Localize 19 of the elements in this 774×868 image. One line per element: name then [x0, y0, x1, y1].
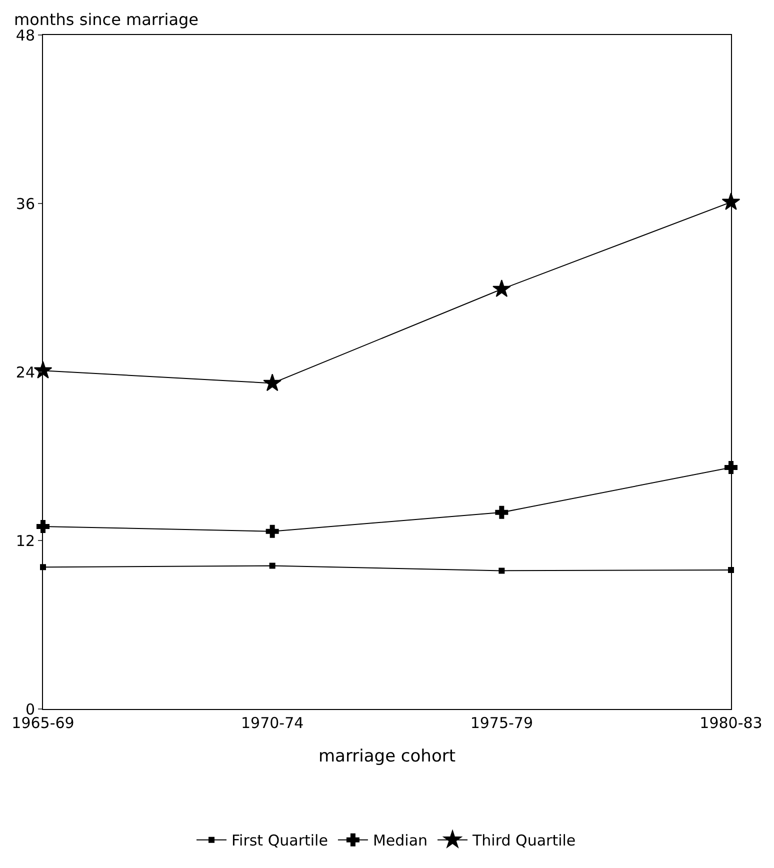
y-tick-label: 36 [16, 194, 35, 213]
legend-label: Median [372, 832, 428, 850]
y-axis-title: months since marriage [14, 10, 199, 29]
x-axis-title: marriage cohort [318, 746, 456, 766]
y-tick-label: 48 [16, 26, 35, 44]
legend-label: Third Quartile [472, 832, 576, 850]
y-tick-label: 12 [16, 532, 35, 550]
legend-label: First Quartile [232, 832, 328, 850]
point [495, 506, 508, 519]
x-tick-label: 1975-79 [470, 714, 534, 732]
point [269, 562, 276, 569]
point [498, 568, 505, 574]
x-tick-label: 1970-74 [240, 714, 304, 732]
x-tick-label: 1965-69 [12, 714, 74, 732]
y-tick-label: 24 [16, 363, 35, 382]
x-tick-label: 1980-83 [700, 714, 762, 732]
point [492, 280, 511, 298]
point [263, 374, 282, 392]
point [266, 524, 279, 538]
